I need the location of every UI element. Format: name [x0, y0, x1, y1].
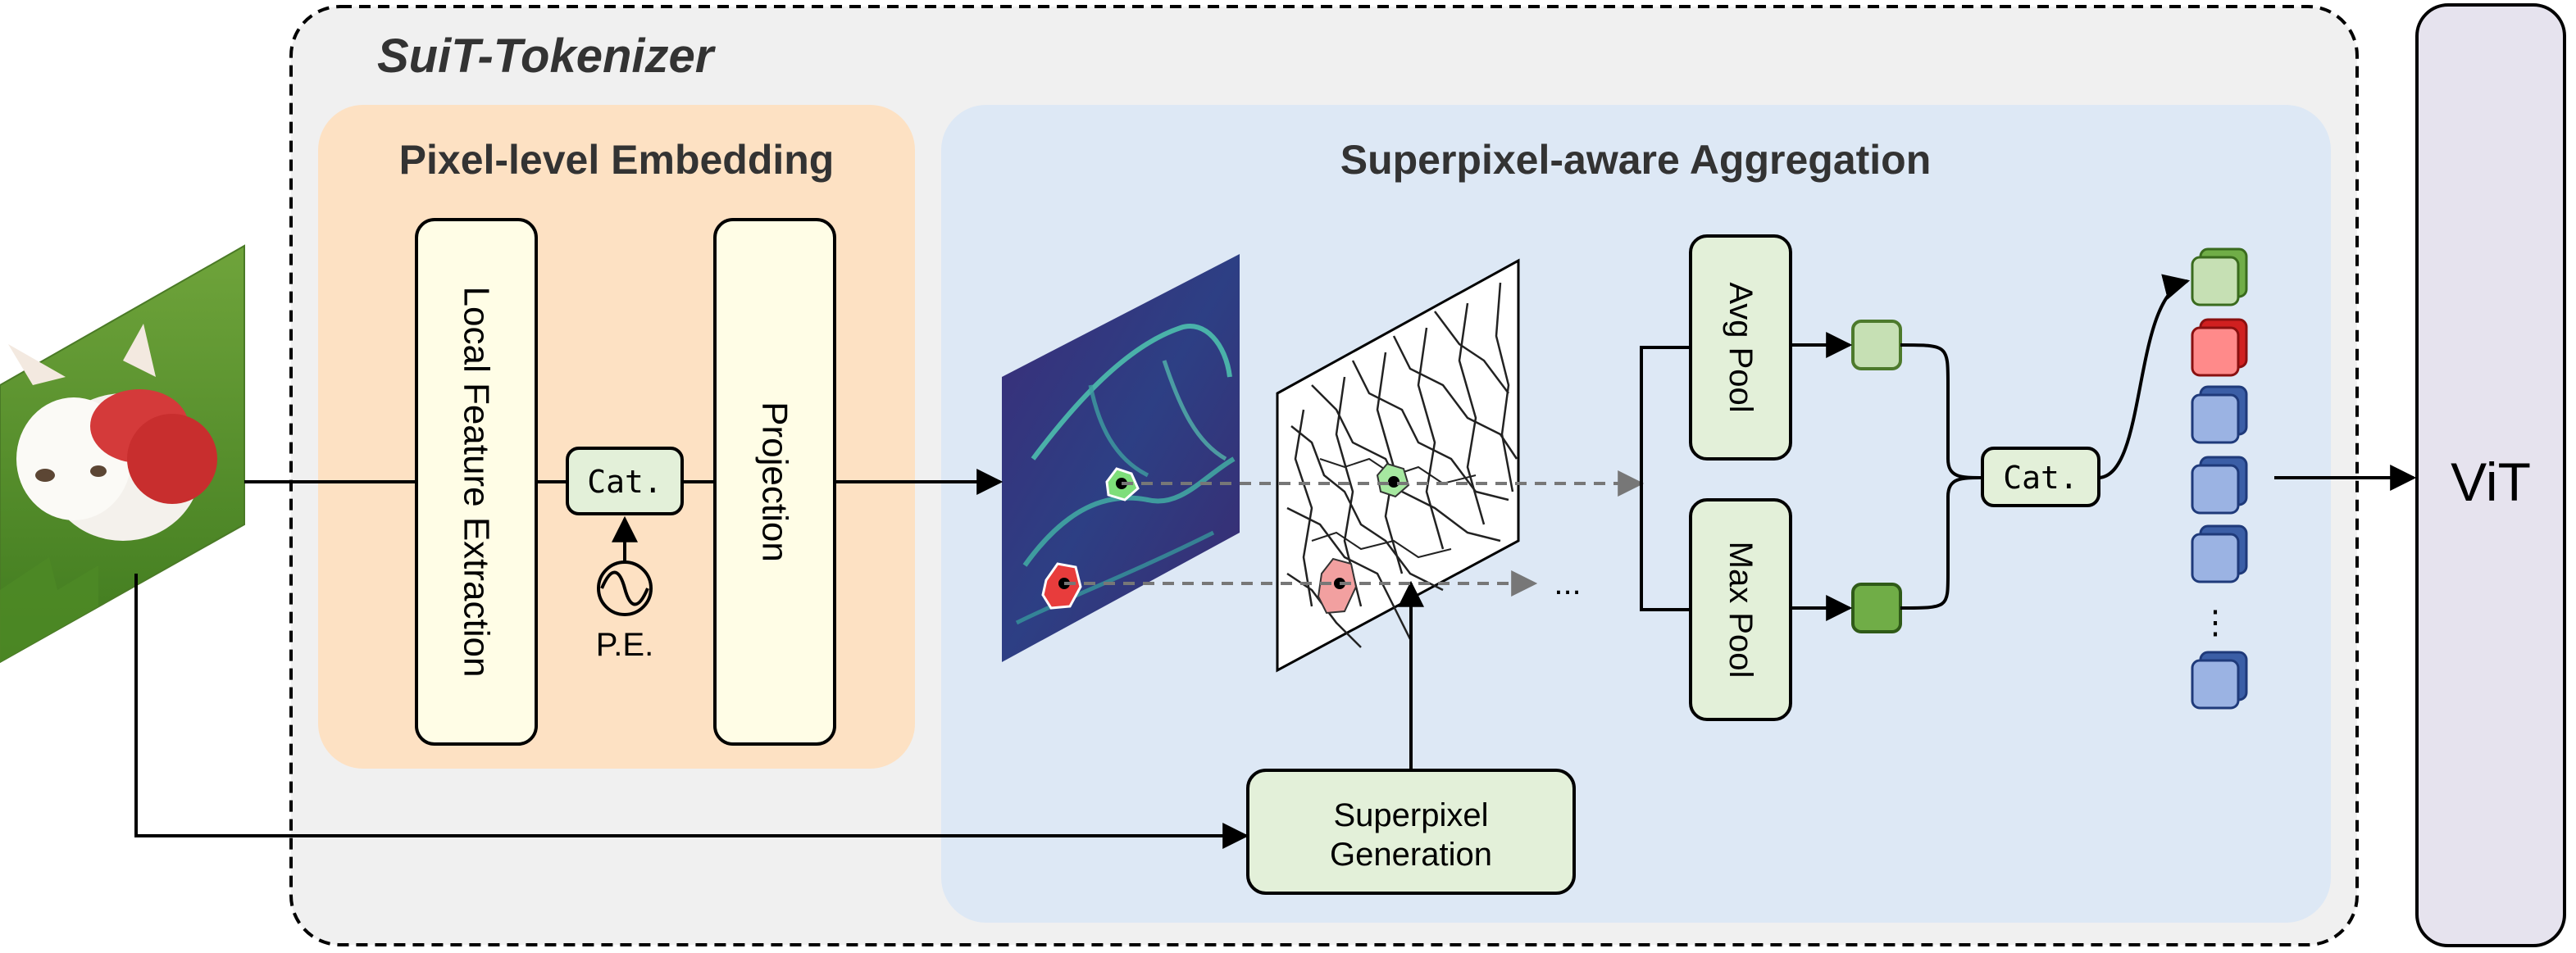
- aggregation-title: Superpixel-aware Aggregation: [1340, 137, 1932, 183]
- pixel-concat-label: Cat.: [587, 464, 662, 500]
- token-red: [2192, 320, 2246, 375]
- avg-pool-output-token: [1853, 321, 1900, 369]
- superpixel-ellipsis: ...: [1554, 565, 1581, 601]
- suit-tokenizer-title: SuiT-Tokenizer: [377, 29, 717, 83]
- avg-pool-label: Avg Pool: [1723, 282, 1759, 412]
- token-blue-1: [2192, 387, 2246, 442]
- max-pool-label: Max Pool: [1723, 542, 1759, 678]
- token-light-green: [2192, 249, 2246, 305]
- projection-label: Projection: [755, 402, 795, 562]
- pixel-embedding-title: Pixel-level Embedding: [399, 137, 835, 183]
- token-blue-3: [2192, 526, 2246, 582]
- vit-label: ViT: [2451, 452, 2531, 512]
- input-image: [0, 246, 244, 662]
- token-ellipsis: ⋮: [2199, 605, 2232, 641]
- superpixel-generation-label-line1: Superpixel: [1333, 797, 1488, 833]
- superpixel-generation-label-line2: Generation: [1330, 837, 1492, 873]
- pe-label: P.E.: [596, 627, 653, 663]
- token-blue-2: [2192, 457, 2246, 513]
- token-blue-4: [2192, 652, 2246, 708]
- max-pool-output-token: [1853, 584, 1900, 632]
- aggregation-concat-label: Cat.: [2003, 460, 2078, 496]
- local-feature-extraction-label: Local Feature Extraction: [457, 287, 497, 678]
